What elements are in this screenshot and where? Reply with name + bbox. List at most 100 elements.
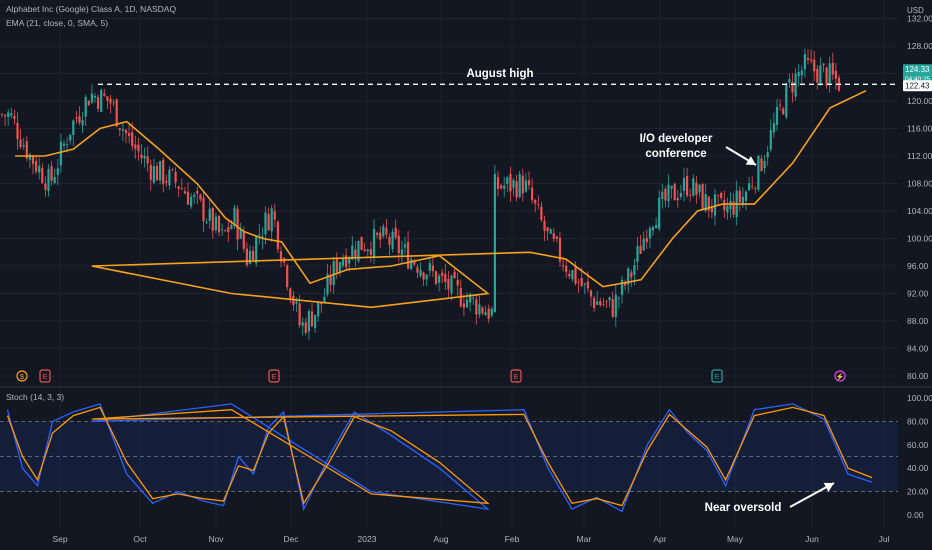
candle[interactable] <box>549 229 552 234</box>
candle[interactable] <box>69 134 72 141</box>
stoch-d-line[interactable] <box>6 406 873 507</box>
candle[interactable] <box>710 207 713 213</box>
candle[interactable] <box>527 180 531 186</box>
candle[interactable] <box>524 180 527 192</box>
candle[interactable] <box>19 139 22 148</box>
candle[interactable] <box>292 295 295 306</box>
candle[interactable] <box>267 214 270 231</box>
candle[interactable] <box>16 122 19 140</box>
candle[interactable] <box>400 249 403 255</box>
candle[interactable] <box>602 303 605 305</box>
candle[interactable] <box>757 155 760 190</box>
earnings-marker[interactable] <box>711 369 723 383</box>
candle[interactable] <box>84 97 87 117</box>
earnings-marker[interactable] <box>39 369 51 383</box>
candle[interactable] <box>782 108 785 115</box>
candle[interactable] <box>233 207 236 227</box>
candle[interactable] <box>822 63 825 66</box>
candle[interactable] <box>596 301 599 305</box>
candle[interactable] <box>186 191 190 205</box>
candle[interactable] <box>447 278 450 290</box>
candle[interactable] <box>317 302 320 317</box>
candle[interactable] <box>345 255 348 268</box>
candle[interactable] <box>462 303 465 308</box>
candle[interactable] <box>583 283 586 285</box>
candle[interactable] <box>509 173 512 192</box>
candle[interactable] <box>410 259 413 269</box>
candle[interactable] <box>772 123 775 133</box>
candle[interactable] <box>159 161 162 181</box>
candle[interactable] <box>438 275 441 283</box>
candle[interactable] <box>428 263 431 272</box>
dividend-marker[interactable] <box>16 370 28 382</box>
candle[interactable] <box>56 168 59 175</box>
candle[interactable] <box>22 145 25 147</box>
candle[interactable] <box>763 160 766 169</box>
candle[interactable] <box>624 282 627 286</box>
candle[interactable] <box>720 192 723 199</box>
candle[interactable] <box>813 59 816 72</box>
candle[interactable] <box>651 226 655 231</box>
stoch-legend[interactable]: Stoch (14, 3, 3) <box>6 392 67 402</box>
candle[interactable] <box>165 180 168 183</box>
candle[interactable] <box>62 143 66 146</box>
candle[interactable] <box>329 275 332 285</box>
candle[interactable] <box>332 261 335 286</box>
candle[interactable] <box>571 270 574 280</box>
candle[interactable] <box>537 204 540 206</box>
candle[interactable] <box>41 168 44 183</box>
candle[interactable] <box>788 79 791 83</box>
candle[interactable] <box>307 311 310 332</box>
candle[interactable] <box>816 68 819 83</box>
candle[interactable] <box>25 141 28 159</box>
candle[interactable] <box>348 258 351 264</box>
candle[interactable] <box>66 144 69 146</box>
candle[interactable] <box>682 178 686 191</box>
candle[interactable] <box>106 96 109 101</box>
candle[interactable] <box>131 132 134 147</box>
candle[interactable] <box>506 177 509 185</box>
candle[interactable] <box>301 322 304 326</box>
ema-line[interactable] <box>15 89 867 309</box>
candle[interactable] <box>273 211 276 220</box>
candle[interactable] <box>224 230 227 232</box>
candle[interactable] <box>620 279 624 295</box>
candle[interactable] <box>586 281 589 289</box>
candle[interactable] <box>242 231 245 249</box>
candle[interactable] <box>481 307 484 314</box>
candle[interactable] <box>72 120 75 136</box>
candle[interactable] <box>670 186 673 189</box>
candle[interactable] <box>360 236 363 251</box>
candle[interactable] <box>0 114 4 116</box>
candle[interactable] <box>10 113 13 116</box>
candle[interactable] <box>577 281 580 283</box>
candle[interactable] <box>540 206 543 221</box>
candle[interactable] <box>59 141 62 166</box>
candle[interactable] <box>388 236 391 245</box>
candle[interactable] <box>255 236 258 264</box>
candle[interactable] <box>31 155 35 165</box>
candle[interactable] <box>484 312 487 316</box>
candle[interactable] <box>221 229 224 231</box>
candle[interactable] <box>552 233 555 239</box>
candle[interactable] <box>149 164 152 180</box>
candle[interactable] <box>723 200 726 211</box>
candle[interactable] <box>245 248 248 266</box>
candle[interactable] <box>766 152 769 158</box>
candle[interactable] <box>521 175 524 194</box>
candle[interactable] <box>298 303 301 326</box>
candle[interactable] <box>487 308 490 319</box>
candle[interactable] <box>279 251 283 262</box>
candle[interactable] <box>648 228 651 239</box>
candle[interactable] <box>713 194 717 216</box>
candle[interactable] <box>338 262 341 272</box>
earnings-marker[interactable] <box>268 369 280 383</box>
candle[interactable] <box>115 99 118 127</box>
candle[interactable] <box>146 156 149 164</box>
candle[interactable] <box>500 185 503 189</box>
candle[interactable] <box>310 311 314 327</box>
candle[interactable] <box>112 102 115 104</box>
candle[interactable] <box>335 258 338 273</box>
candle[interactable] <box>177 186 180 189</box>
candle[interactable] <box>707 196 710 211</box>
